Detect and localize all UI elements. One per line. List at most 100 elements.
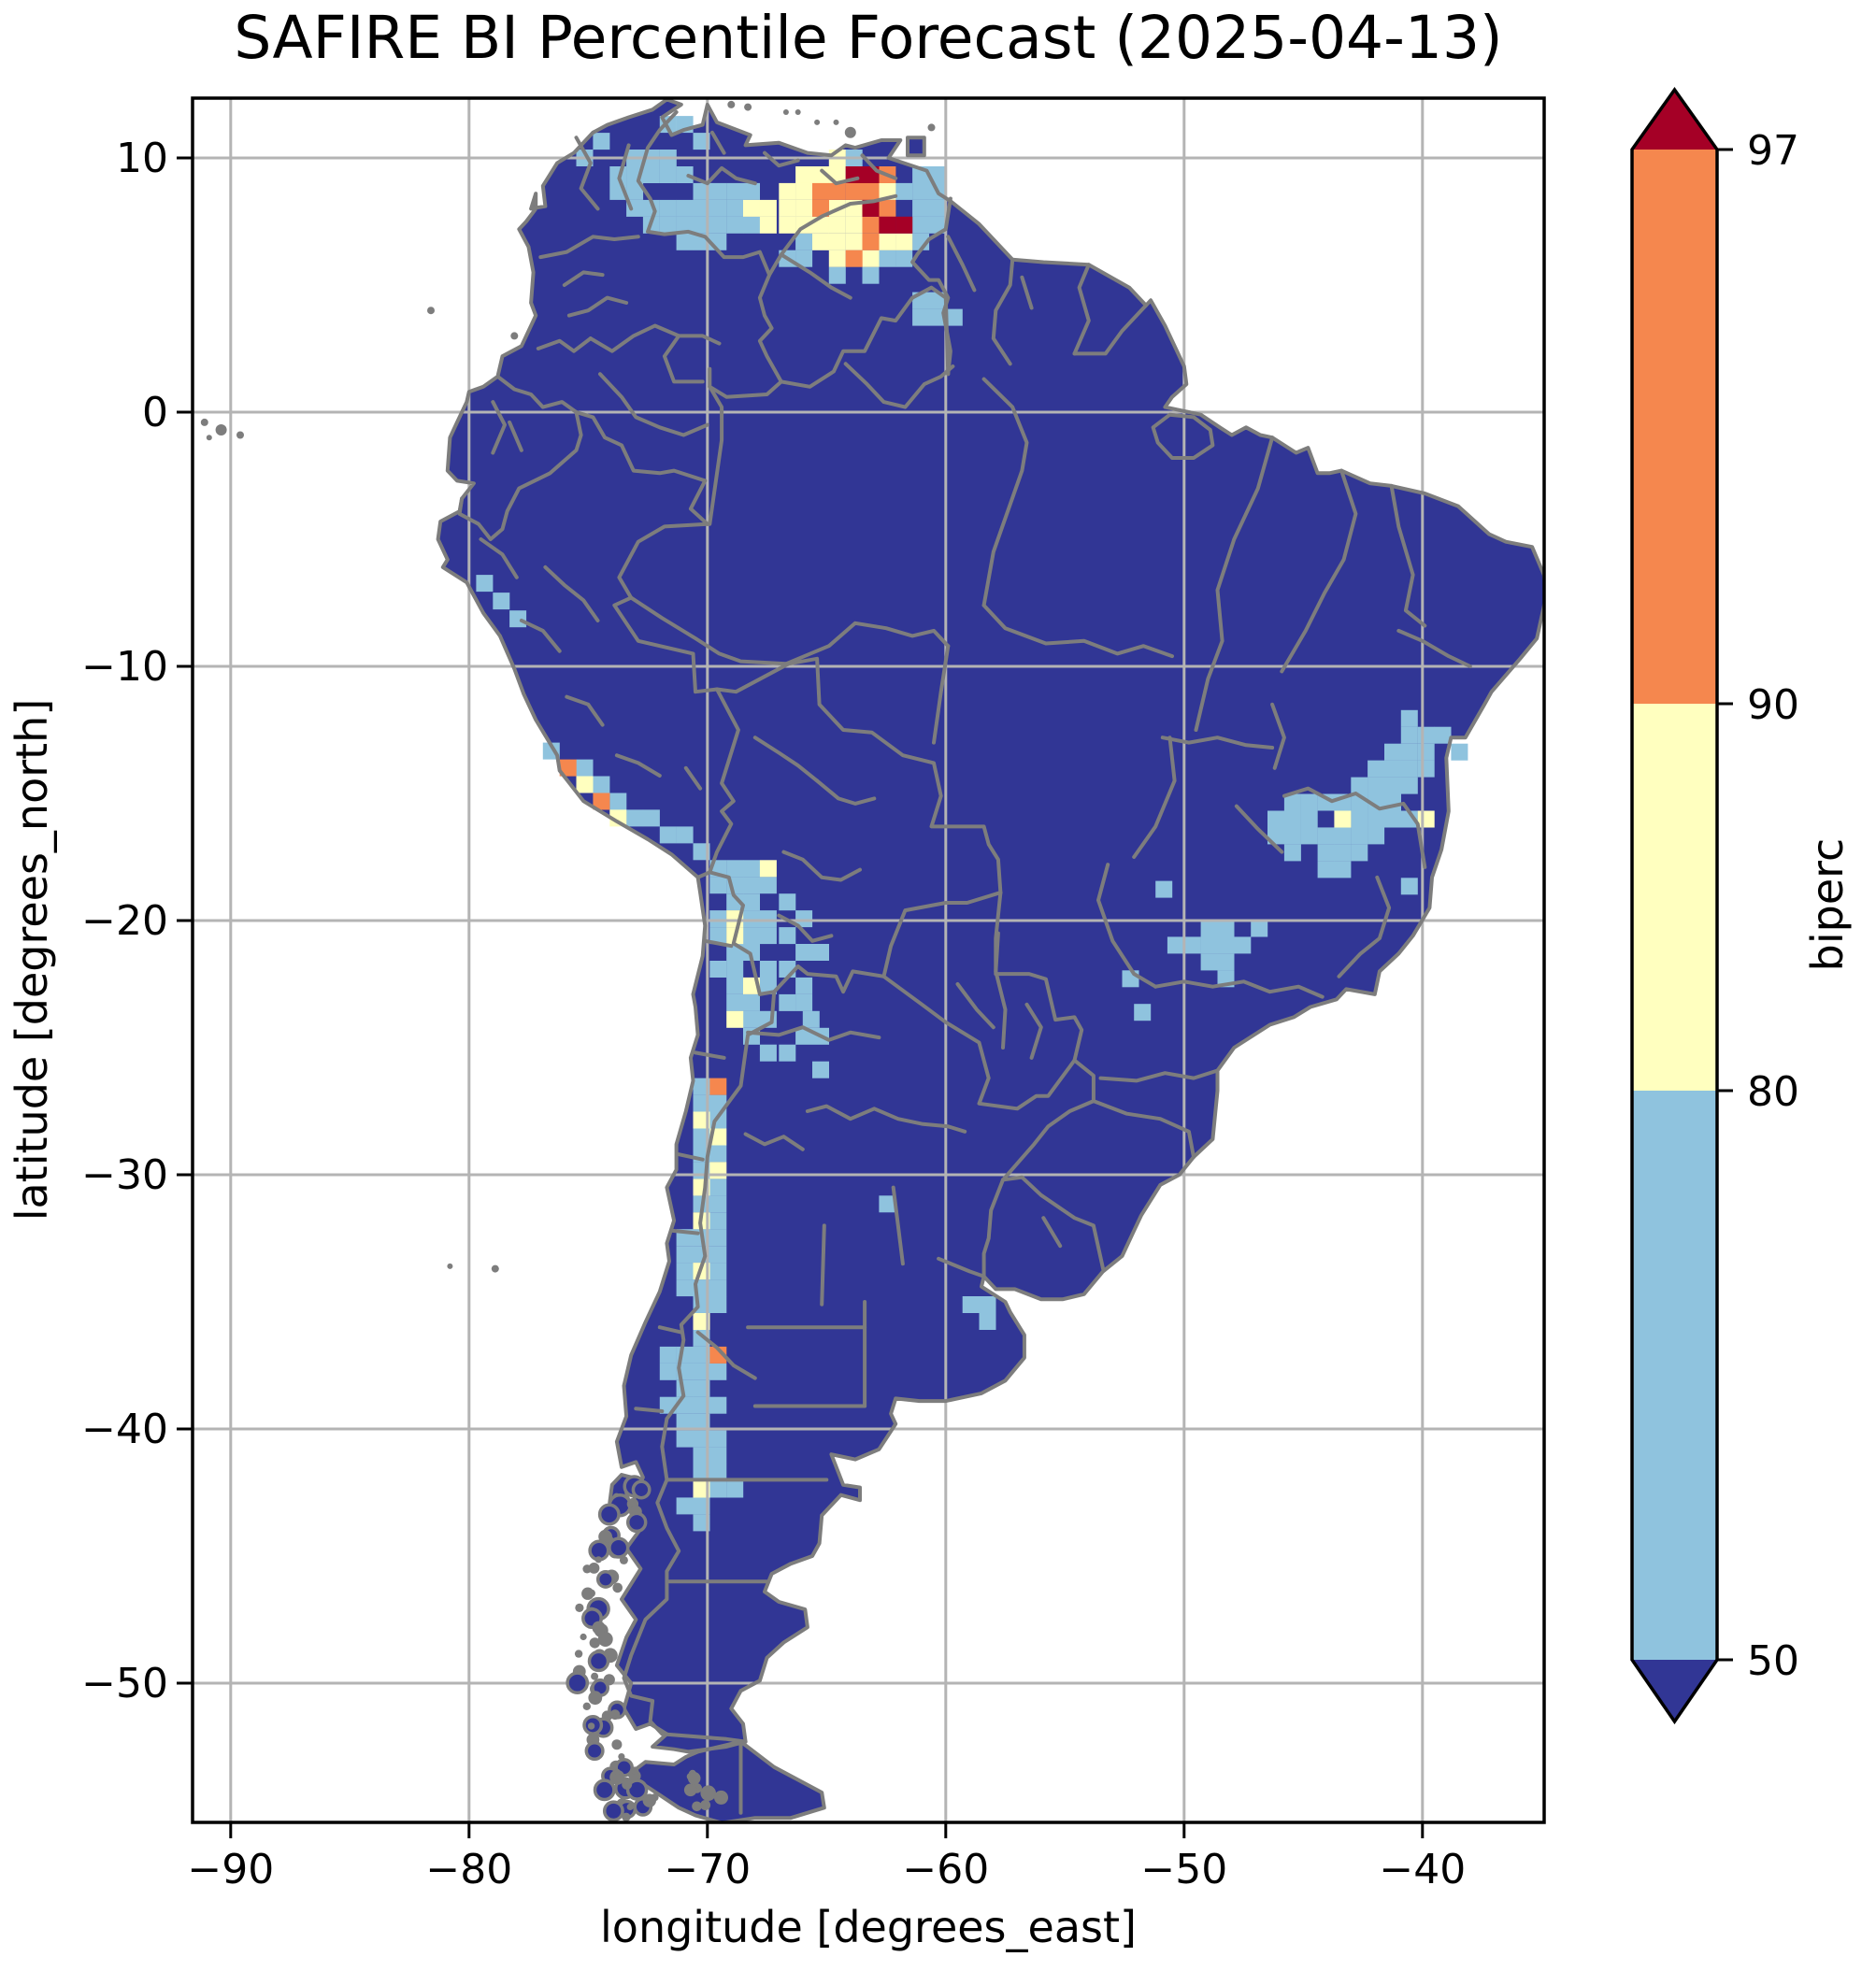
- forecast-cell-lightblue: [795, 977, 813, 994]
- forecast-cell-lightblue: [1417, 726, 1435, 744]
- admin-boundary: [1337, 875, 1392, 978]
- forecast-cell-lightblue: [802, 1010, 820, 1028]
- landmass: [628, 1741, 824, 1822]
- forecast-cell-lightblue: [1384, 760, 1401, 778]
- forecast-cell-lightblue: [1384, 810, 1401, 828]
- forecast-cell-yellow: [779, 199, 796, 217]
- x-tick-label: −60: [902, 1846, 989, 1893]
- forecast-cell-lightblue: [1400, 709, 1418, 727]
- forecast-cell-lightblue: [1351, 844, 1368, 862]
- forecast-cell-lightblue: [912, 216, 930, 234]
- fjord-island: [597, 1503, 621, 1526]
- x-tick-label: −50: [1140, 1846, 1227, 1893]
- admin-boundary: [519, 619, 562, 653]
- x-axis-ticks: −90 −80 −70 −60 −50 −40: [187, 1822, 1466, 1893]
- admin-boundary: [695, 687, 740, 879]
- forecast-cell-lightblue: [676, 1497, 694, 1515]
- forecast-cell-lightblue: [709, 877, 727, 894]
- admin-boundary: [669, 1228, 700, 1235]
- island-dot: [491, 1264, 499, 1273]
- forecast-cell-lightblue: [726, 993, 744, 1011]
- forecast-cell-lightblue: [726, 860, 744, 878]
- admin-boundary: [588, 323, 722, 353]
- forecast-cell-orange: [812, 182, 829, 200]
- gridlines-layer: [193, 98, 1544, 1822]
- forecast-cell-lightblue: [676, 233, 694, 250]
- forecast-cell-lightblue: [759, 910, 777, 928]
- forecast-cell-yellow: [759, 860, 777, 878]
- admin-boundary: [820, 168, 860, 186]
- admin-boundary: [566, 295, 629, 318]
- forecast-cell-lightblue: [693, 1379, 710, 1397]
- forecast-cell-lightblue: [1334, 844, 1352, 862]
- forecast-cell-lightblue: [795, 233, 813, 250]
- forecast-cell-orange: [593, 793, 610, 810]
- forecast-cell-lightblue: [743, 1010, 760, 1028]
- land-layer: [437, 99, 1544, 1822]
- forecast-cell-lightblue: [1334, 861, 1352, 878]
- forecast-cell-orange: [862, 216, 880, 234]
- fjord-island: [595, 1569, 615, 1589]
- forecast-cell-lightblue: [709, 1279, 727, 1297]
- admin-boundary: [752, 736, 820, 783]
- admin-boundary: [946, 235, 977, 293]
- forecast-cell-lightblue: [1317, 844, 1335, 862]
- admin-boundary: [981, 377, 1029, 607]
- forecast-cell-lightblue: [1122, 970, 1139, 988]
- forecast-cell-lightblue: [912, 199, 930, 217]
- island-dot: [927, 123, 936, 132]
- forecast-cell-lightblue: [726, 961, 744, 978]
- colorbar-tick-label: 80: [1747, 1068, 1799, 1116]
- forecast-cell-lightblue: [709, 1145, 727, 1163]
- admin-boundary: [677, 1152, 705, 1162]
- forecast-cell-lightblue: [1400, 726, 1418, 744]
- colorbar-body: [1630, 86, 1719, 1725]
- island-dot: [206, 435, 212, 441]
- x-tick-label: −70: [664, 1846, 751, 1893]
- forecast-cell-lightblue: [676, 826, 694, 844]
- forecast-cell-yellow: [779, 216, 796, 234]
- forecast-cell-yellow: [895, 233, 913, 250]
- admin-boundary: [629, 595, 788, 666]
- forecast-cell-yellow: [795, 199, 813, 217]
- fjord-island: [631, 1766, 639, 1775]
- forecast-cell-lightblue: [743, 893, 760, 911]
- admin-boundary: [574, 136, 600, 211]
- fjord-island: [591, 1672, 599, 1680]
- forecast-cell-lightblue: [693, 199, 710, 217]
- forecast-cell-lightblue: [709, 1447, 727, 1464]
- coastline: [1151, 412, 1215, 460]
- forecast-cell-lightblue: [676, 1413, 694, 1431]
- forecast-cell-lightblue: [693, 182, 710, 200]
- forecast-cell-lightblue: [1283, 844, 1301, 862]
- admin-boundary: [991, 257, 1015, 366]
- forecast-cell-lightblue: [743, 216, 760, 234]
- forecast-cell-lightblue: [693, 1094, 710, 1112]
- admin-boundary: [1020, 275, 1034, 310]
- x-tick-label: −40: [1379, 1846, 1466, 1893]
- admin-boundary: [779, 252, 852, 300]
- fjord-island: [589, 1637, 600, 1649]
- fjord-island: [609, 1769, 625, 1785]
- forecast-cell-lightblue: [726, 182, 744, 200]
- forecast-cell-yellow: [576, 776, 594, 793]
- forecast-cell-lightblue: [676, 216, 694, 234]
- forecast-cell-lightblue: [1217, 953, 1235, 971]
- forecast-cell-lightblue: [928, 199, 946, 217]
- admin-boundary: [743, 1132, 805, 1151]
- forecast-cell-lightblue: [659, 166, 677, 183]
- island-dot: [447, 1263, 453, 1269]
- forecast-cell-yellow: [812, 166, 829, 183]
- forecast-cell-lightblue: [812, 1061, 829, 1078]
- admin-boundary: [820, 1223, 826, 1307]
- forecast-cell-yellow: [709, 1162, 727, 1179]
- forecast-cell-lightblue: [1234, 936, 1252, 954]
- forecast-cell-lightblue: [1400, 760, 1418, 778]
- admin-boundary: [860, 153, 898, 180]
- forecast-cell-lightblue: [759, 977, 777, 994]
- admin-boundary: [932, 644, 951, 745]
- fjord-island: [626, 1803, 634, 1810]
- forecast-cell-lightblue: [709, 1480, 727, 1498]
- admin-boundary: [1160, 736, 1275, 750]
- colorbar-tick-label: 50: [1747, 1637, 1799, 1685]
